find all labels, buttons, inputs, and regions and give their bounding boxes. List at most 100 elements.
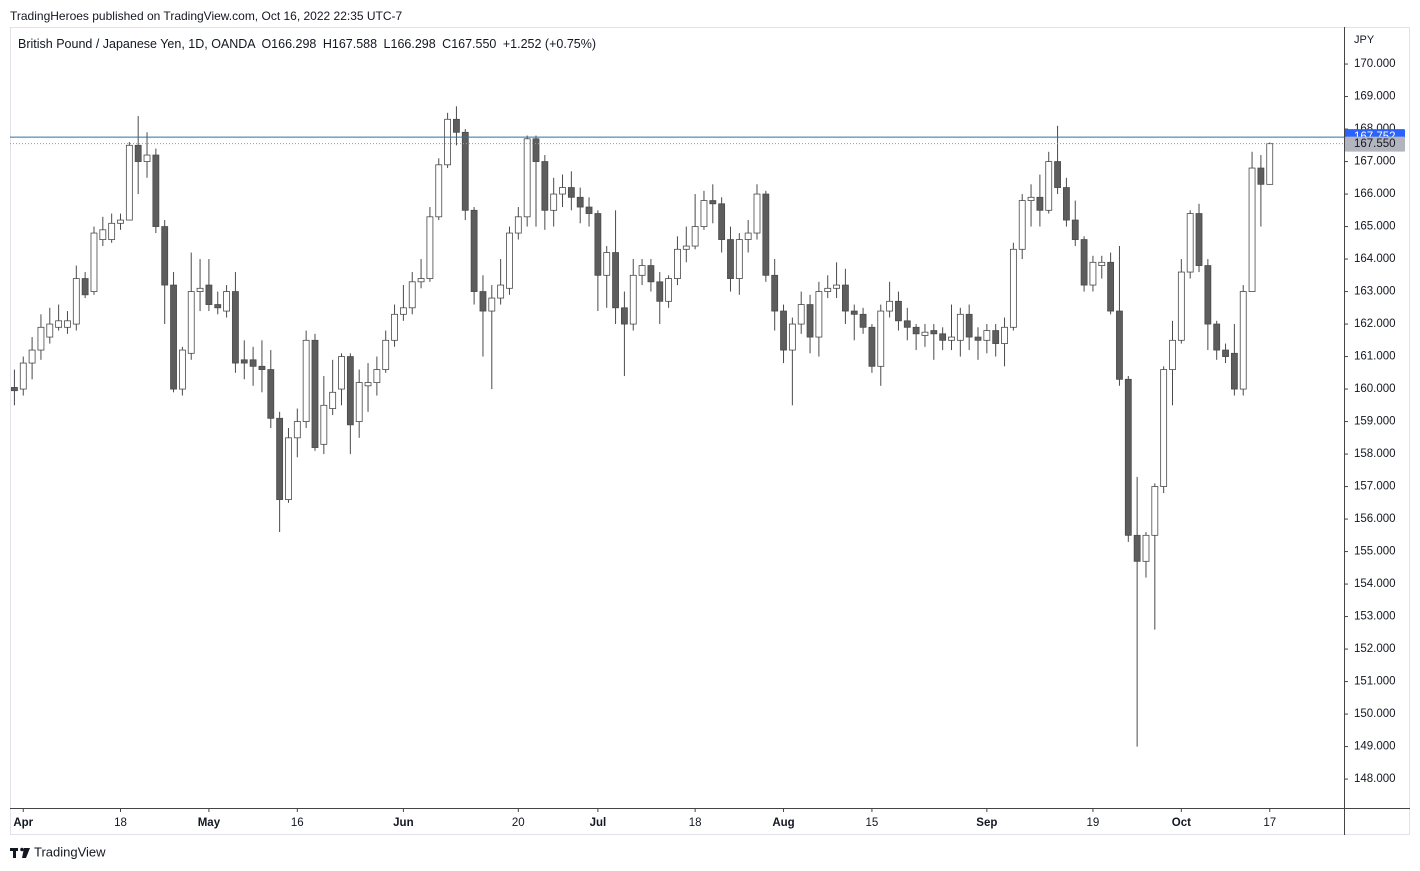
y-tick-label: 149.000 [1354,741,1396,753]
candle-body [1230,352,1238,390]
candle-body [753,193,761,234]
x-tick-label: 18 [689,817,702,829]
y-tick-label: 167.000 [1354,156,1396,168]
candle-body [788,323,796,351]
candle-body [744,232,752,240]
legend-symbol: British Pound / Japanese Yen, 1D, OANDA [18,37,256,51]
legend-change: +1.252 (+0.75%) [503,37,596,51]
candle-body [28,349,36,364]
candle-body [99,229,107,240]
y-tick-label: 159.000 [1354,416,1396,428]
candle-body [196,287,204,292]
candle-body [1239,291,1247,390]
candle-body [1213,323,1221,351]
candle-body [81,278,89,296]
candle-body [780,310,787,351]
candle-body [143,154,151,162]
last-price-label: 167.550 [1354,138,1396,150]
candle-body [886,300,894,312]
candle-body [1071,219,1079,240]
candle-body [1169,339,1176,370]
candle-body [276,417,284,500]
candle-body [585,206,593,214]
candle-body [1133,534,1141,562]
y-tick-label: 169.000 [1354,91,1396,103]
candle-body [912,326,920,335]
candle-body [346,356,354,426]
candle-body [948,336,955,341]
candle-body [762,193,770,276]
candle-body [267,369,275,419]
candle-body [399,307,407,315]
candle-body [187,291,195,354]
x-tick-label: Apr [13,817,33,829]
footer-brand: TradingView [34,844,106,859]
candle-body [815,291,823,338]
candle-body [444,118,451,166]
candle-body [1018,200,1026,250]
candle-body [223,291,230,312]
candle-body [1080,239,1088,286]
candle-body [727,239,734,279]
candle-body [170,284,177,390]
candle-body [391,313,398,341]
candle-body [1001,326,1008,344]
y-tick-label: 151.000 [1354,676,1396,688]
legend-open: O166.298 [261,37,316,51]
candle-body [709,200,717,205]
x-tick-label: 15 [866,817,879,829]
candle-body [594,213,602,276]
candle-body [1195,213,1203,266]
candle-body [125,144,133,221]
candle-body [1248,167,1256,292]
candle-body [647,265,655,283]
candle-body [718,203,726,240]
candle-body [665,278,673,302]
x-tick-label: May [198,817,221,829]
candle-body [576,196,584,208]
x-tick-label: Jun [393,817,413,829]
x-tick-label: Sep [976,817,997,829]
candle-body [1098,261,1106,266]
y-tick-label: 161.000 [1354,351,1396,363]
candle-body [285,437,292,500]
candle-body [72,278,80,325]
candle-body [152,154,160,227]
candle-body [355,382,363,422]
candle-body [249,359,257,367]
candle-body [1054,161,1061,188]
y-tick-label: 165.000 [1354,221,1396,233]
y-tick-label: 157.000 [1354,481,1396,493]
candle-body [178,349,186,390]
candle-body [46,323,54,338]
legend: British Pound / Japanese Yen, 1D, OANDA … [18,37,596,51]
x-tick-label: 17 [1263,817,1276,829]
candle-body [1027,196,1035,201]
candle-body [453,118,460,133]
candle-body [1036,196,1044,211]
y-tick-label: 166.000 [1354,188,1396,200]
candle-body [497,284,505,299]
candle-body [806,304,814,338]
candle-body [1177,271,1185,341]
candle-body [1160,369,1168,487]
y-tick-label: 160.000 [1354,383,1396,395]
tradingview-logo [10,847,30,858]
candle-body [1009,248,1017,328]
candle-body [842,284,849,312]
candle-body [877,310,885,367]
candle-body [302,339,310,422]
candle-body [161,226,169,286]
x-tick-label: Jul [590,817,607,829]
candle-body [232,291,239,364]
candle-body [506,232,513,289]
candle-body [541,161,549,211]
x-tick-label: Aug [772,817,794,829]
candle-body [868,326,876,367]
candle-body [1151,486,1159,536]
candle-body [824,287,832,292]
candle-body [735,239,743,279]
candle-body [1204,265,1212,325]
y-tick-label: 163.000 [1354,286,1396,298]
candle-body [373,369,381,383]
